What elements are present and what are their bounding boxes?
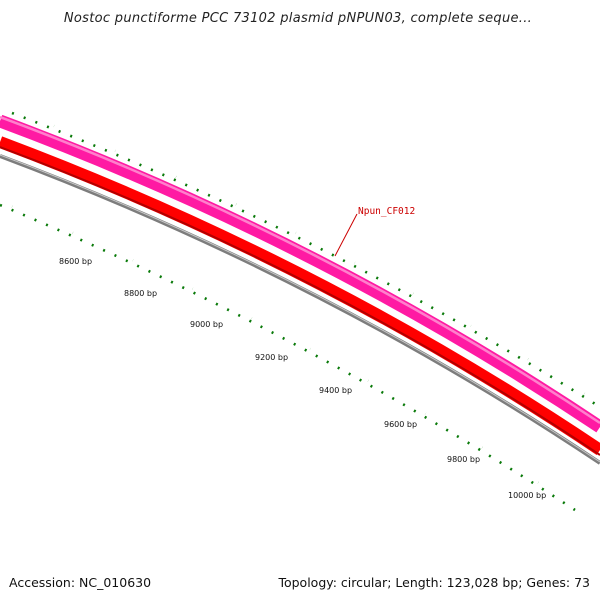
accession-text: Accession: NC_010630 [9,575,151,590]
bp-label-9000: 9000 bp [190,320,223,329]
magenta-track-highlight [0,115,600,425]
red-gene-track[interactable] [0,136,600,456]
red-track-shadow [0,146,600,456]
bp-label-8800: 8800 bp [124,289,157,298]
backbone-line [0,154,600,465]
topology-text: Topology: circular; Length: 123,028 bp; … [277,575,590,590]
backbone-highlight [0,154,600,463]
magenta-gene-track[interactable] [0,114,600,433]
bp-label-9600: 9600 bp [384,420,417,429]
red-track-body[interactable] [0,136,600,455]
bp-label-10000: 10000 bp [508,491,546,500]
bp-label-9800: 9800 bp [447,455,480,464]
gene-leader-line [334,213,358,257]
sequence-backbone [0,154,600,465]
magenta-track-body[interactable] [0,114,600,433]
gene-annotation[interactable]: Npun_CF012 [334,206,415,257]
bp-label-9200: 9200 bp [255,353,288,362]
gene-label[interactable]: Npun_CF012 [358,206,415,217]
bp-label-8600: 8600 bp [59,257,92,266]
bp-labels: 8600 bp 8800 bp 9000 bp 9200 bp 9400 bp … [59,257,546,500]
map-title: Nostoc punctiforme PCC 73102 plasmid pNP… [64,11,532,26]
bp-label-9400: 9400 bp [319,386,352,395]
